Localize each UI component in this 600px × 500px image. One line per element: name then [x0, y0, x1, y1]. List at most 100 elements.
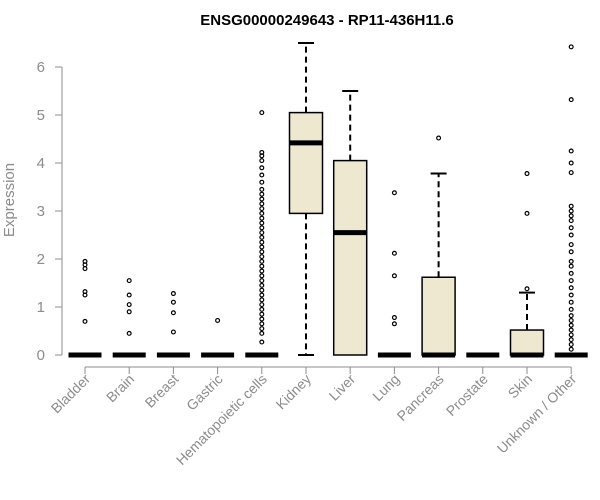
- box-group: [421, 135, 456, 358]
- outlier-point: [170, 291, 176, 297]
- outlier-point: [259, 249, 265, 255]
- outlier-point: [126, 309, 132, 315]
- y-tick-label: 1: [37, 299, 45, 316]
- outlier-point: [126, 330, 132, 336]
- x-tick-label: Gastric: [183, 371, 226, 414]
- outlier-point: [259, 287, 265, 293]
- outlier-point: [215, 317, 221, 323]
- box-group: [201, 317, 235, 358]
- outlier-point: [259, 239, 265, 245]
- outlier-point: [568, 337, 574, 343]
- outlier-point: [259, 234, 265, 240]
- outlier-point: [259, 172, 265, 178]
- outlier-point: [568, 232, 574, 238]
- y-axis: 0 1 2 3 4 5 6: [37, 59, 63, 364]
- outlier-point: [568, 208, 574, 214]
- outlier-point: [568, 263, 574, 269]
- x-tick-label: Kidney: [273, 371, 315, 413]
- outlier-point: [259, 302, 265, 308]
- outlier-point: [568, 218, 574, 224]
- x-tick-label: Breast: [142, 371, 182, 411]
- outlier-point: [568, 346, 574, 352]
- outlier-point: [259, 110, 265, 116]
- outlier-point: [259, 230, 265, 236]
- box-iqr: [421, 276, 456, 356]
- outlier-point: [126, 278, 132, 284]
- chart-title: ENSG00000249643 - RP11-436H11.6: [200, 12, 454, 29]
- outlier-point: [568, 148, 574, 154]
- outlier-point: [259, 215, 265, 221]
- y-tick-label: 5: [37, 107, 45, 124]
- outlier-point: [259, 191, 265, 197]
- outlier-point: [259, 149, 265, 155]
- y-tick-label: 2: [37, 251, 45, 268]
- outlier-point: [568, 213, 574, 219]
- box-group: [509, 171, 545, 358]
- outlier-point: [259, 282, 265, 288]
- outlier-point: [568, 160, 574, 166]
- outlier-point: [391, 273, 397, 279]
- x-tick-label: Brain: [103, 371, 137, 405]
- outlier-point: [524, 171, 530, 177]
- outlier-point: [259, 311, 265, 317]
- y-tick-label: 6: [37, 59, 45, 76]
- outlier-point: [259, 273, 265, 279]
- outlier-point: [568, 278, 574, 284]
- box-group: [68, 258, 102, 358]
- outlier-point: [391, 321, 397, 327]
- outlier-point: [82, 266, 88, 272]
- outlier-point: [391, 315, 397, 321]
- outlier-point: [568, 317, 574, 323]
- box-iqr: [332, 159, 368, 356]
- outlier-point: [259, 321, 265, 327]
- outlier-point: [259, 196, 265, 202]
- outlier-point: [524, 210, 530, 216]
- outlier-point: [568, 258, 574, 264]
- outlier-point: [259, 258, 265, 264]
- outlier-point: [259, 339, 265, 345]
- outlier-point: [436, 135, 442, 141]
- outlier-point: [82, 258, 88, 264]
- outlier-point: [259, 326, 265, 332]
- outlier-point: [126, 292, 132, 298]
- outlier-point: [568, 292, 574, 298]
- box-group: [245, 110, 279, 358]
- outlier-point: [568, 44, 574, 50]
- outlier-point: [391, 250, 397, 256]
- outlier-point: [259, 186, 265, 192]
- outlier-point: [170, 299, 176, 305]
- box-group: [112, 278, 146, 358]
- outlier-point: [259, 254, 265, 260]
- outlier-point: [259, 278, 265, 284]
- outlier-point: [259, 225, 265, 231]
- box-iqr: [288, 111, 324, 215]
- outlier-point: [568, 313, 574, 319]
- x-tick-label: Skin: [505, 371, 536, 402]
- outlier-point: [568, 242, 574, 248]
- outlier-point: [391, 190, 397, 196]
- outlier-point: [259, 297, 265, 303]
- outlier-point: [259, 306, 265, 312]
- outlier-point: [259, 201, 265, 207]
- outlier-point: [259, 220, 265, 226]
- outlier-point: [259, 268, 265, 274]
- outlier-point: [568, 299, 574, 305]
- y-axis-label: Expression: [1, 163, 18, 237]
- y-tick-label: 4: [37, 155, 45, 172]
- outlier-point: [524, 286, 530, 292]
- outlier-point: [568, 322, 574, 328]
- box-group: [554, 44, 588, 358]
- outlier-point: [259, 158, 265, 164]
- outlier-point: [259, 179, 265, 185]
- outlier-point: [259, 210, 265, 216]
- box-group: [377, 190, 411, 358]
- outlier-point: [259, 244, 265, 250]
- box-group: [156, 291, 190, 358]
- outlier-point: [568, 285, 574, 291]
- outlier-point: [259, 263, 265, 269]
- outlier-point: [170, 329, 176, 335]
- outlier-point: [568, 270, 574, 276]
- plot-area: [68, 42, 588, 358]
